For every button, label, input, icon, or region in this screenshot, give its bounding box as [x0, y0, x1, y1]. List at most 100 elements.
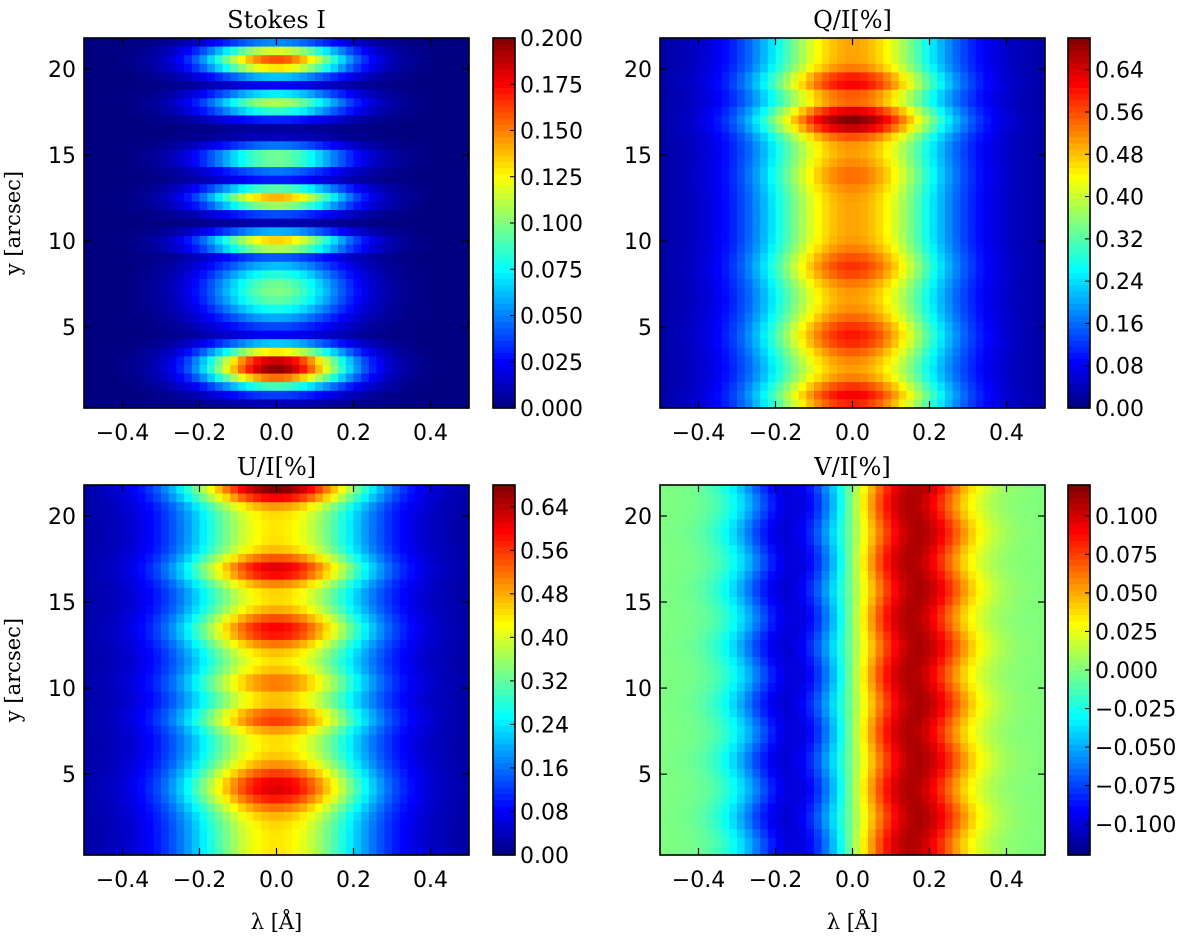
heatmap-cell	[176, 46, 185, 56]
heatmap-cell	[130, 98, 139, 108]
heatmap-cell	[122, 235, 131, 246]
heatmap-cell	[376, 545, 385, 555]
heatmap-cell	[114, 124, 124, 134]
heatmap-cell	[84, 175, 93, 185]
heatmap-cell	[299, 149, 308, 160]
heatmap-cell	[998, 149, 1008, 160]
heatmap-cell	[1014, 132, 1023, 142]
heatmap-cell	[99, 304, 108, 314]
heatmap-cell	[415, 201, 424, 211]
heatmap-cell	[222, 261, 231, 271]
heatmap-cell	[461, 72, 470, 82]
heatmap-cell	[107, 364, 116, 375]
heatmap-cell	[898, 218, 907, 228]
heatmap-cell	[276, 141, 285, 151]
heatmap-cell	[407, 175, 416, 185]
heatmap-cell	[153, 46, 162, 56]
heatmap-cell	[660, 46, 669, 56]
heatmap-cell	[453, 124, 462, 134]
heatmap-cell	[99, 339, 108, 349]
heatmap-cell	[330, 287, 339, 297]
heatmap-cell	[960, 63, 969, 74]
heatmap-cell	[253, 339, 262, 349]
heatmap-cell	[253, 98, 262, 108]
heatmap-cell	[698, 167, 707, 177]
heatmap-cell	[660, 296, 669, 306]
heatmap-cell	[107, 528, 116, 538]
heatmap-cell	[952, 278, 961, 289]
colorbar-segment	[493, 352, 515, 360]
heatmap-cell	[153, 270, 162, 280]
heatmap-cell	[145, 373, 154, 383]
heatmap-cell	[238, 81, 247, 91]
heatmap-cell	[253, 38, 262, 48]
heatmap-cell	[284, 98, 293, 108]
heatmap-cell	[137, 132, 147, 142]
heatmap-cell	[184, 132, 193, 142]
heatmap-cell	[168, 72, 177, 82]
heatmap-cell	[968, 321, 977, 332]
heatmap-cell	[238, 72, 247, 82]
heatmap-cell	[1029, 373, 1038, 383]
heatmap-cell	[345, 210, 355, 220]
heatmap-cell	[660, 158, 669, 168]
heatmap-cell	[222, 364, 231, 375]
heatmap-cell	[829, 141, 838, 151]
heatmap-cell	[315, 536, 324, 546]
heatmap-cell	[937, 364, 946, 375]
heatmap-cell	[752, 106, 761, 117]
heatmap-cell	[399, 373, 408, 383]
heatmap-cell	[376, 253, 385, 263]
heatmap-cell	[983, 141, 992, 151]
heatmap-cell	[975, 81, 984, 91]
heatmap-cell	[168, 296, 177, 306]
heatmap-cell	[744, 321, 753, 332]
heatmap-cell	[821, 46, 830, 56]
heatmap-cell	[675, 89, 684, 99]
heatmap-cell	[384, 330, 393, 340]
heatmap-cell	[84, 278, 93, 289]
heatmap-cell	[790, 46, 800, 56]
heatmap-cell	[698, 330, 707, 340]
heatmap-cell	[99, 210, 108, 220]
heatmap-cell	[322, 167, 331, 177]
heatmap-cell	[230, 227, 239, 237]
heatmap-cell	[706, 330, 715, 340]
heatmap-cell	[176, 141, 185, 151]
heatmap-cell	[898, 98, 907, 108]
heatmap-cell	[214, 330, 224, 340]
heatmap-cell	[84, 330, 93, 340]
heatmap-cell	[1029, 296, 1038, 306]
heatmap-cell	[114, 115, 124, 125]
heatmap-cell	[683, 184, 692, 194]
heatmap-cell	[122, 210, 131, 220]
heatmap-cell	[860, 270, 869, 280]
heatmap-cell	[944, 244, 954, 254]
heatmap-cell	[122, 244, 131, 254]
heatmap-cell	[806, 46, 815, 56]
heatmap-cell	[744, 184, 753, 194]
heatmap-cell	[1037, 115, 1046, 125]
heatmap-cell	[222, 175, 231, 185]
colorbar-segment	[1068, 173, 1090, 181]
heatmap-cell	[291, 184, 301, 194]
heatmap-cell	[299, 81, 308, 91]
heatmap-cell	[844, 132, 854, 142]
heatmap-cell	[837, 167, 846, 177]
heatmap-cell	[422, 382, 432, 392]
heatmap-cell	[914, 141, 923, 151]
heatmap-cell	[214, 270, 224, 280]
heatmap-cell	[130, 287, 139, 297]
colorbar-segment	[1068, 401, 1090, 409]
heatmap-cell	[153, 201, 162, 211]
heatmap-cell	[176, 235, 185, 246]
heatmap-cell	[798, 115, 807, 125]
heatmap-cell	[975, 330, 984, 340]
heatmap-cell	[253, 55, 262, 65]
heatmap-cell	[729, 89, 738, 99]
heatmap-cell	[837, 287, 846, 297]
heatmap-cell	[860, 72, 869, 82]
heatmap-cell	[767, 218, 777, 228]
heatmap-cell	[737, 218, 746, 228]
heatmap-cell	[315, 390, 324, 400]
